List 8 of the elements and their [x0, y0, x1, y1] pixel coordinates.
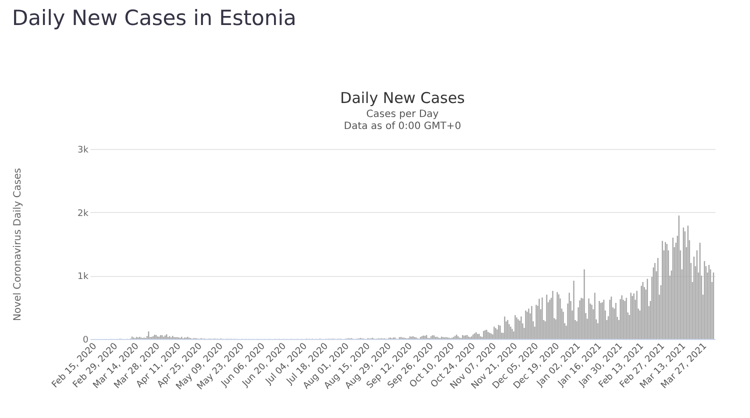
y-tick-label: 2k [78, 208, 90, 219]
chart-title: Daily New Cases [340, 89, 466, 107]
y-tick-label: 3k [78, 146, 90, 156]
y-tick-label: 1k [78, 272, 90, 282]
chart-subtitle: Cases per Day Data as of 0:00 GMT+0 [344, 109, 462, 132]
y-axis-title: Novel Coronavirus Daily Cases [12, 168, 24, 321]
text: Daily New Cases in Estonia [12, 6, 296, 30]
y-tick-label: 0 [82, 336, 89, 346]
